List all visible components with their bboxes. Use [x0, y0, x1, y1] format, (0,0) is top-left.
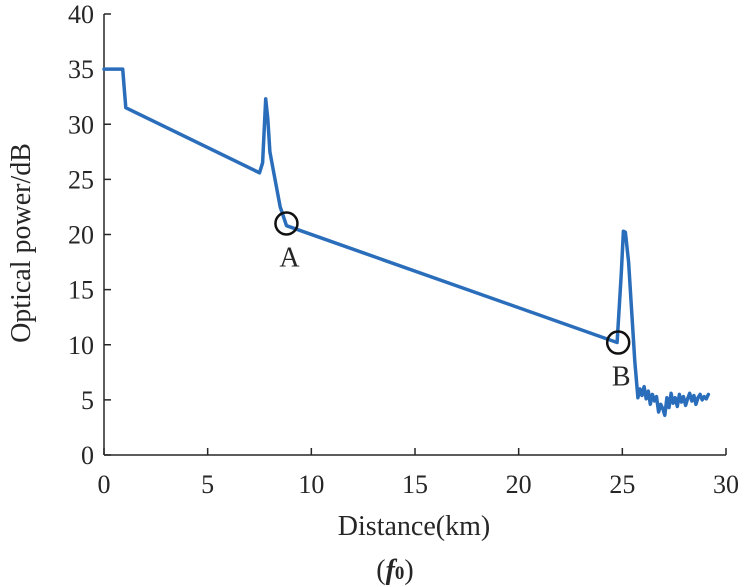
x-tick-label: 5 — [201, 470, 214, 499]
y-tick-label: 0 — [81, 441, 94, 470]
y-axis-title: Optical power/dB — [6, 143, 37, 343]
y-tick-label: 35 — [68, 55, 94, 84]
series-line — [102, 67, 711, 418]
annotation-label: A — [279, 242, 300, 273]
caption-subscript: 0 — [395, 563, 405, 584]
y-tick-label: 10 — [68, 331, 94, 360]
caption-f: f — [386, 555, 398, 586]
axes: 0 5 10 15 20 25 30 0 5 10 15 20 25 30 35 40 — [68, 0, 739, 499]
series — [102, 67, 711, 418]
x-tick-label: 15 — [402, 470, 428, 499]
x-tick-label: 10 — [298, 470, 324, 499]
x-tick-label: 25 — [609, 470, 635, 499]
y-tick-label: 40 — [68, 0, 94, 29]
x-tick-label: 30 — [713, 470, 739, 499]
figure-caption: (f0) — [376, 555, 413, 586]
y-tick-label: 20 — [68, 221, 94, 250]
y-tick-label: 5 — [81, 386, 94, 415]
annotation-marker — [274, 211, 299, 236]
x-axis-title: Distance(km) — [338, 511, 490, 542]
x-tick-label: 0 — [98, 470, 111, 499]
caption-open: ( — [376, 555, 385, 586]
y-tick-label: 25 — [68, 165, 94, 194]
y-tick-label: 15 — [68, 276, 94, 305]
caption-close: ) — [404, 555, 413, 586]
annotations: AB — [274, 211, 631, 393]
x-tick-label: 20 — [506, 470, 532, 499]
y-tick-label: 30 — [68, 110, 94, 139]
annotation-marker — [605, 330, 631, 355]
annotation-label: B — [612, 362, 631, 393]
